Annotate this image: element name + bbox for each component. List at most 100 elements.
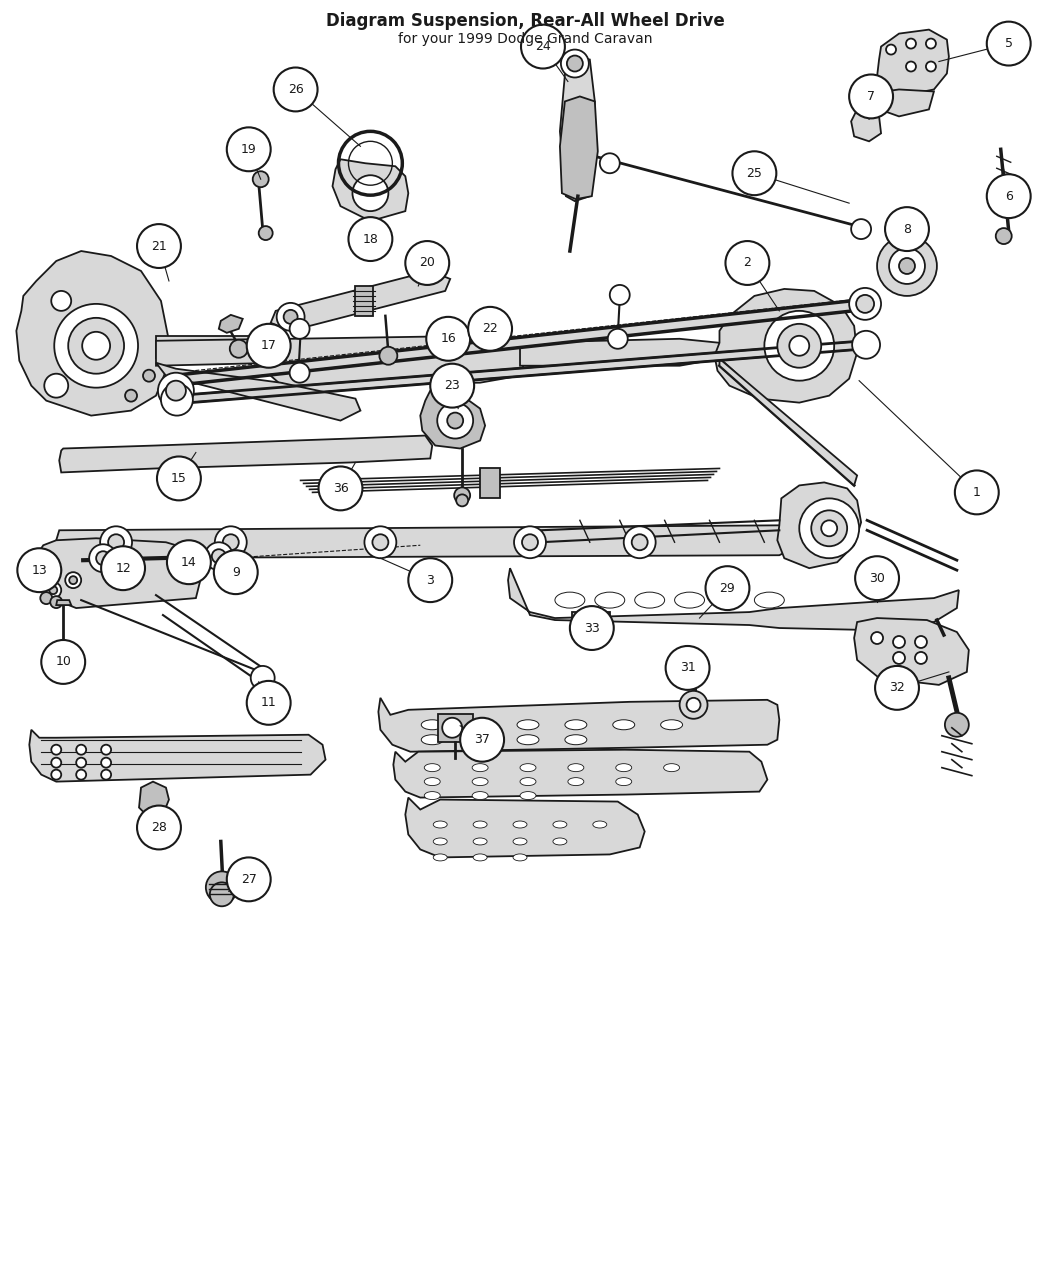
Circle shape (926, 38, 936, 49)
Circle shape (987, 174, 1031, 218)
Ellipse shape (594, 593, 625, 608)
Text: 14: 14 (181, 555, 196, 568)
Circle shape (258, 226, 273, 240)
Circle shape (290, 363, 310, 383)
Circle shape (889, 248, 925, 283)
Text: 6: 6 (1005, 190, 1012, 203)
Polygon shape (777, 483, 861, 568)
Circle shape (284, 310, 297, 324)
Circle shape (89, 544, 118, 572)
Circle shape (49, 566, 58, 575)
Circle shape (632, 534, 648, 550)
Circle shape (790, 336, 810, 356)
Circle shape (125, 389, 138, 402)
Circle shape (608, 328, 628, 349)
Ellipse shape (434, 854, 447, 861)
Circle shape (442, 718, 462, 738)
Circle shape (522, 534, 538, 550)
Ellipse shape (553, 821, 567, 827)
Ellipse shape (674, 593, 705, 608)
Ellipse shape (434, 821, 447, 827)
Circle shape (101, 757, 111, 767)
Ellipse shape (520, 792, 536, 799)
Circle shape (852, 220, 872, 239)
Text: 32: 32 (889, 682, 905, 695)
Ellipse shape (754, 593, 784, 608)
Circle shape (138, 223, 181, 268)
Text: 16: 16 (440, 332, 456, 345)
Circle shape (101, 547, 145, 590)
Circle shape (679, 691, 708, 719)
Circle shape (251, 665, 275, 690)
Text: Diagram Suspension, Rear-All Wheel Drive: Diagram Suspension, Rear-All Wheel Drive (326, 11, 724, 29)
Text: 28: 28 (151, 821, 167, 834)
Circle shape (51, 770, 61, 780)
Circle shape (55, 644, 72, 661)
Circle shape (733, 151, 776, 195)
Circle shape (223, 534, 238, 550)
Circle shape (455, 488, 470, 503)
Circle shape (247, 681, 291, 725)
Circle shape (77, 770, 86, 780)
Text: 37: 37 (475, 733, 490, 746)
FancyBboxPatch shape (156, 336, 276, 358)
Ellipse shape (634, 593, 665, 608)
Text: 36: 36 (333, 481, 349, 495)
Circle shape (97, 552, 110, 566)
Circle shape (227, 857, 271, 902)
Circle shape (877, 236, 937, 296)
Circle shape (521, 24, 565, 69)
Circle shape (290, 319, 310, 338)
Circle shape (205, 543, 233, 571)
Text: 19: 19 (240, 143, 256, 156)
Circle shape (624, 526, 655, 558)
Circle shape (230, 340, 248, 358)
Circle shape (65, 572, 81, 589)
Circle shape (855, 557, 899, 600)
Circle shape (69, 576, 78, 584)
Circle shape (101, 770, 111, 780)
Text: 11: 11 (260, 696, 276, 709)
Circle shape (872, 632, 883, 644)
FancyBboxPatch shape (356, 286, 374, 315)
Circle shape (51, 757, 61, 767)
Polygon shape (156, 338, 286, 365)
Circle shape (274, 68, 317, 111)
Ellipse shape (520, 778, 536, 785)
Polygon shape (869, 89, 933, 116)
Text: 24: 24 (536, 40, 551, 54)
Circle shape (426, 317, 470, 360)
Circle shape (885, 207, 929, 252)
Text: 12: 12 (116, 562, 131, 575)
Circle shape (77, 744, 86, 755)
Circle shape (50, 596, 62, 608)
Polygon shape (156, 363, 360, 420)
Ellipse shape (434, 838, 447, 845)
Circle shape (875, 665, 919, 710)
Circle shape (206, 871, 237, 903)
Circle shape (915, 653, 927, 664)
Circle shape (849, 287, 881, 319)
Circle shape (430, 364, 475, 407)
Ellipse shape (421, 734, 443, 744)
Circle shape (138, 806, 181, 849)
Polygon shape (378, 697, 779, 752)
Circle shape (158, 456, 201, 501)
Text: 25: 25 (747, 167, 762, 180)
Polygon shape (877, 29, 949, 97)
Circle shape (886, 45, 896, 55)
Text: 30: 30 (869, 572, 885, 585)
Text: 31: 31 (679, 661, 695, 674)
Circle shape (40, 593, 52, 604)
Circle shape (143, 370, 155, 382)
Circle shape (180, 557, 192, 568)
Ellipse shape (664, 764, 679, 771)
Circle shape (853, 331, 880, 359)
Circle shape (468, 306, 512, 351)
Circle shape (379, 347, 397, 365)
Polygon shape (520, 338, 719, 365)
Circle shape (706, 566, 750, 610)
Circle shape (167, 540, 211, 584)
FancyBboxPatch shape (480, 469, 500, 498)
Circle shape (45, 562, 61, 578)
